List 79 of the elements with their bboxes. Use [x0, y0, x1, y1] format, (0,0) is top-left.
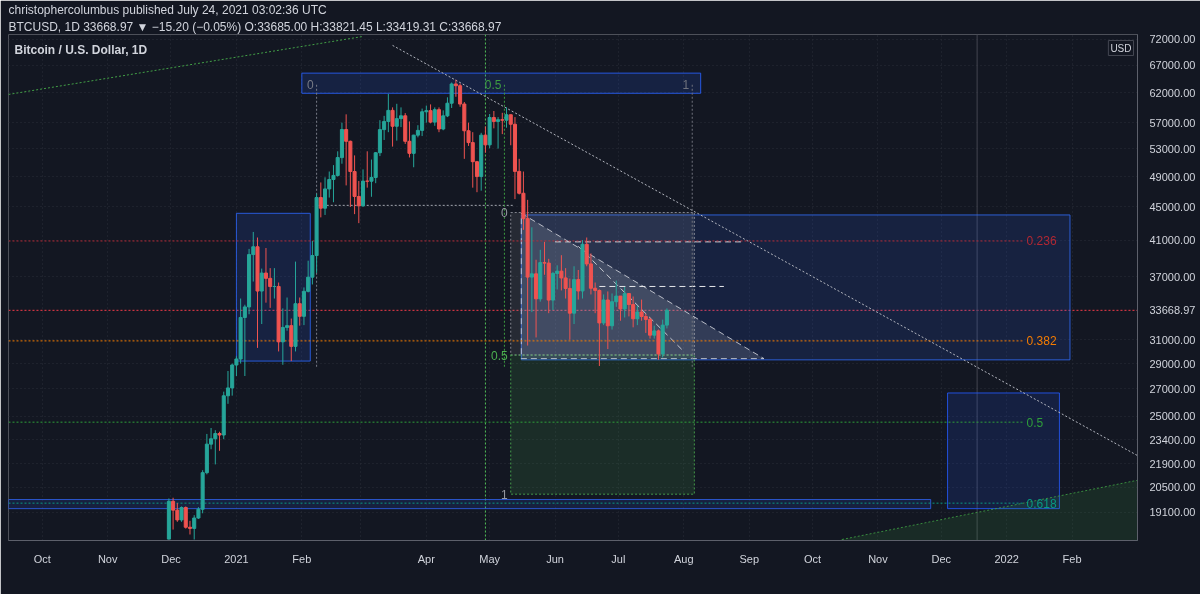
x-tick-label: Nov [868, 552, 889, 565]
x-tick-label: Oct [33, 552, 51, 565]
candlestick [272, 267, 277, 300]
x-tick-label: Feb [1062, 552, 1082, 565]
candlestick [394, 103, 399, 142]
candlestick [491, 110, 496, 129]
candlestick [323, 176, 328, 216]
annotation: 0.5 [1026, 415, 1044, 430]
annotation: 1 [501, 487, 509, 502]
x-tick-label: Apr [417, 552, 436, 565]
y-axis-title: USD [1110, 42, 1132, 54]
annotation: 0.618 [1026, 496, 1057, 511]
y-tick-label: 19100.00 [1149, 506, 1196, 519]
candlestick [318, 181, 323, 218]
y-tick-label: 67000.00 [1149, 59, 1196, 72]
x-tick-label: Oct [803, 552, 822, 565]
text: christophercolumbus published July 24, 2021 03:02:36 UTC [8, 3, 328, 17]
candlestick [420, 108, 425, 137]
annotation: 0 [501, 206, 509, 221]
candlestick [631, 296, 636, 328]
candlestick [496, 116, 501, 150]
candlestick [297, 297, 302, 327]
y-tick-label: 23400.00 [1149, 433, 1196, 446]
y-tick-label: 45000.00 [1149, 200, 1196, 213]
candlestick [601, 293, 606, 326]
x-tick-label: 2021 [224, 552, 249, 565]
y-tick-label: 29000.00 [1149, 357, 1196, 370]
candlestick [171, 497, 176, 531]
candlestick [635, 305, 640, 326]
x-tick-label: Nov [97, 552, 118, 565]
candlestick [500, 112, 505, 135]
candlestick [263, 247, 268, 304]
candlestick [432, 106, 437, 127]
x-tick-label: May [479, 552, 501, 565]
annotation: 1 [682, 78, 690, 93]
y-tick-label: 53000.00 [1149, 142, 1196, 155]
annotation: 0 [306, 78, 314, 93]
candlestick [529, 226, 534, 313]
candlestick [618, 295, 623, 322]
y-tick-label: 25000.00 [1149, 410, 1196, 423]
candlestick [656, 329, 661, 361]
candlestick [398, 106, 404, 128]
candlestick [259, 268, 264, 325]
y-tick-label: 49000.00 [1149, 170, 1196, 183]
x-tick-label: Sep [739, 552, 759, 565]
y-tick-label: 31000.00 [1149, 333, 1196, 346]
candlestick [504, 106, 509, 129]
annotation: 0.5 [484, 78, 502, 93]
x-tick-label: Feb [292, 552, 312, 565]
chart-subtitle: BTCUSD, 1D 33668.97 ▼ −15.20 (−0.05%) O:33685.00 H:33821.45 L:33419.31 C:33668.97 [8, 20, 502, 34]
x-tick-label: Jul [611, 552, 626, 565]
annotation: 0.236 [1026, 234, 1057, 249]
candlestick [470, 131, 475, 189]
candlestick [289, 318, 294, 362]
candlestick [365, 150, 370, 189]
candlestick [344, 113, 349, 186]
y-tick-label: 72000.00 [1149, 33, 1196, 46]
x-tick-label: Dec [161, 552, 182, 565]
y-tick-label: 62000.00 [1149, 86, 1196, 99]
y-tick-label: 27000.00 [1149, 382, 1196, 395]
candlestick [483, 125, 488, 154]
x-tick-label: Jun [546, 552, 564, 565]
y-tick-label: 20500.00 [1149, 481, 1196, 494]
x-tick-label: 2022 [994, 552, 1019, 565]
x-tick-label: Aug [674, 552, 694, 565]
candlestick [576, 269, 581, 301]
text: Bitcoin / U.S. Dollar, 1D [14, 42, 148, 57]
candlestick [217, 431, 222, 452]
y-tick-label: 37000.00 [1149, 270, 1196, 283]
y-tick-label: 57000.00 [1149, 116, 1196, 129]
y-tick-label: 21900.00 [1149, 457, 1196, 470]
candlestick [213, 429, 218, 465]
y-tick-label: 33668.97 [1149, 304, 1196, 317]
candlestick [390, 106, 395, 148]
annotation: 0.5 [491, 348, 509, 363]
x-tick-label: Dec [931, 552, 952, 565]
annotation: 0.382 [1026, 334, 1057, 349]
candlestick [622, 286, 627, 318]
y-tick-label: 41000.00 [1149, 234, 1196, 247]
